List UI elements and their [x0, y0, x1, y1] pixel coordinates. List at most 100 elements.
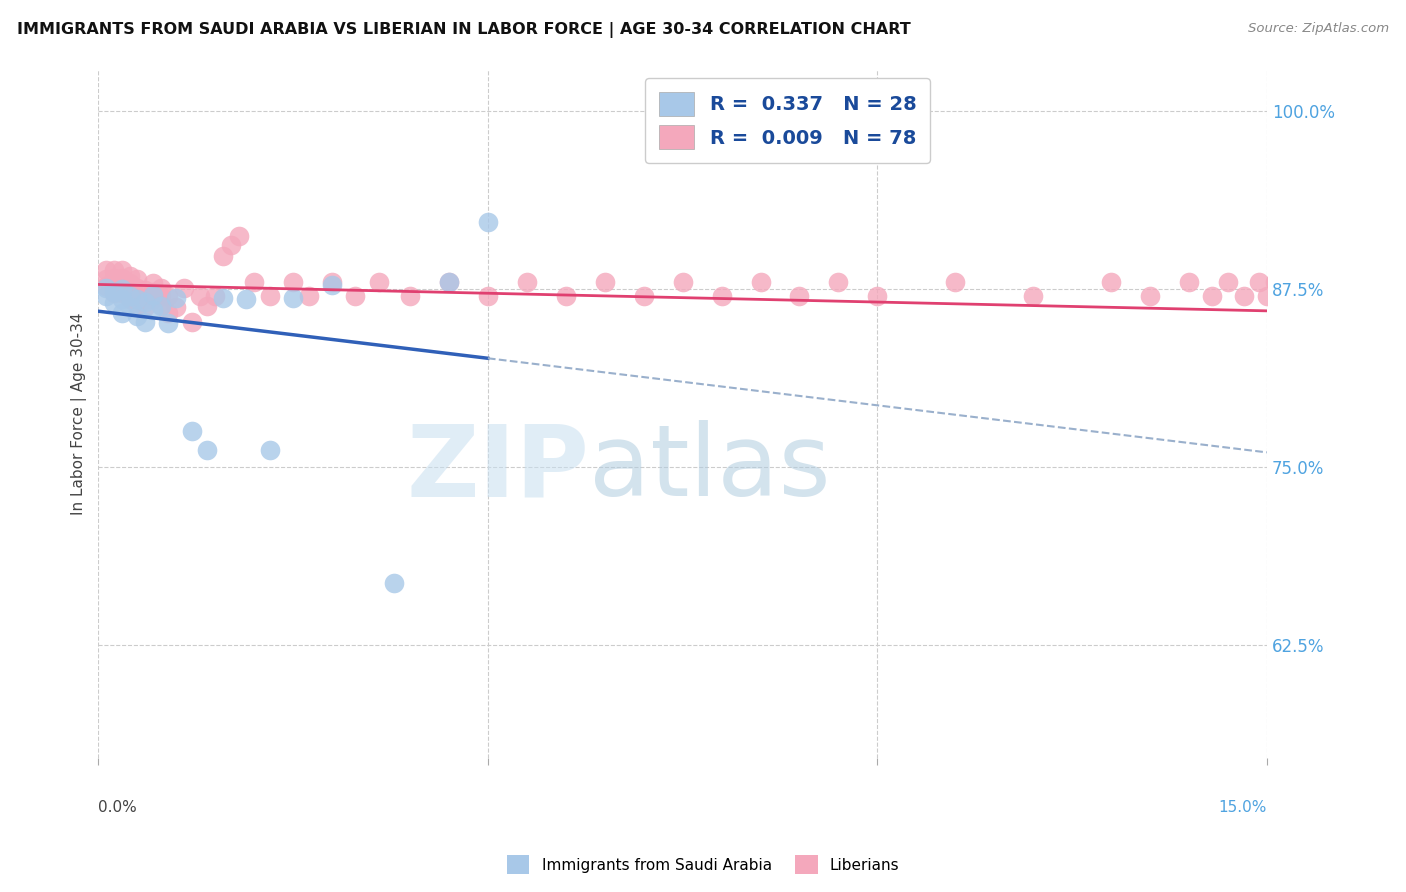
Text: atlas: atlas [589, 420, 831, 517]
Point [157, 316, 180, 330]
Point [134, 292, 156, 306]
Point [118, 269, 141, 284]
Point [204, 289, 226, 303]
Point [94, 279, 117, 293]
Point [1178, 275, 1201, 289]
Point [1249, 275, 1271, 289]
Point [1317, 715, 1340, 730]
Point [118, 284, 141, 298]
Point [228, 229, 250, 244]
Text: Source: ZipAtlas.com: Source: ZipAtlas.com [1249, 22, 1389, 36]
Point [142, 277, 165, 291]
Point [1271, 289, 1294, 303]
Point [197, 299, 219, 313]
Point [1201, 289, 1223, 303]
Point [437, 275, 460, 289]
Y-axis label: In Labor Force | Age 30-34: In Labor Force | Age 30-34 [72, 312, 87, 515]
Point [103, 285, 125, 299]
Point [103, 270, 125, 285]
Point [134, 294, 156, 309]
Point [149, 299, 172, 313]
Legend: R =  0.337   N = 28, R =  0.009   N = 78: R = 0.337 N = 28, R = 0.009 N = 78 [645, 78, 929, 162]
Point [188, 289, 211, 303]
Point [1279, 275, 1302, 289]
Point [866, 289, 889, 303]
Text: ZIP: ZIP [406, 420, 589, 517]
Point [127, 272, 149, 286]
Point [157, 289, 180, 303]
Point [118, 301, 141, 315]
Point [516, 275, 538, 289]
Point [149, 280, 172, 294]
Point [134, 301, 156, 315]
Point [321, 277, 343, 292]
Point [111, 292, 134, 306]
Point [142, 303, 165, 318]
Point [212, 291, 235, 305]
Point [593, 275, 616, 289]
Legend: Immigrants from Saudi Arabia, Liberians: Immigrants from Saudi Arabia, Liberians [501, 849, 905, 880]
Point [111, 286, 134, 301]
Point [1099, 275, 1122, 289]
Point [1286, 289, 1309, 303]
Point [477, 289, 499, 303]
Point [127, 298, 149, 312]
Point [180, 424, 202, 438]
Text: 0.0%: 0.0% [98, 800, 138, 814]
Point [103, 296, 125, 310]
Point [165, 301, 187, 315]
Point [321, 275, 343, 289]
Point [111, 306, 134, 320]
Point [103, 263, 125, 277]
Point [672, 275, 695, 289]
Point [142, 292, 165, 306]
Point [259, 442, 281, 457]
Point [118, 292, 141, 306]
Point [554, 289, 576, 303]
Point [127, 289, 149, 303]
Point [103, 286, 125, 301]
Point [477, 215, 499, 229]
Point [749, 275, 772, 289]
Point [111, 263, 134, 277]
Point [134, 284, 156, 298]
Point [149, 289, 172, 303]
Point [1232, 289, 1254, 303]
Point [149, 298, 172, 312]
Point [127, 280, 149, 294]
Point [197, 442, 219, 457]
Point [142, 285, 165, 299]
Point [1302, 289, 1324, 303]
Point [259, 289, 281, 303]
Point [165, 291, 187, 305]
Point [1139, 289, 1161, 303]
Point [118, 289, 141, 303]
Point [281, 291, 304, 305]
Point [111, 270, 134, 285]
Text: 15.0%: 15.0% [1219, 800, 1267, 814]
Point [111, 282, 134, 296]
Point [94, 280, 117, 294]
Point [1310, 275, 1333, 289]
Point [943, 275, 966, 289]
Point [111, 277, 134, 292]
Point [94, 289, 117, 303]
Point [1022, 289, 1045, 303]
Point [134, 315, 156, 329]
Point [384, 576, 406, 591]
Point [1264, 275, 1286, 289]
Point [142, 287, 165, 301]
Point [827, 275, 849, 289]
Point [399, 289, 422, 303]
Point [1326, 275, 1348, 289]
Point [94, 272, 117, 286]
Point [157, 306, 180, 320]
Point [344, 289, 367, 303]
Point [127, 309, 149, 323]
Point [710, 289, 733, 303]
Point [298, 289, 321, 303]
Point [235, 292, 257, 306]
Point [1216, 275, 1239, 289]
Point [243, 275, 266, 289]
Point [94, 263, 117, 277]
